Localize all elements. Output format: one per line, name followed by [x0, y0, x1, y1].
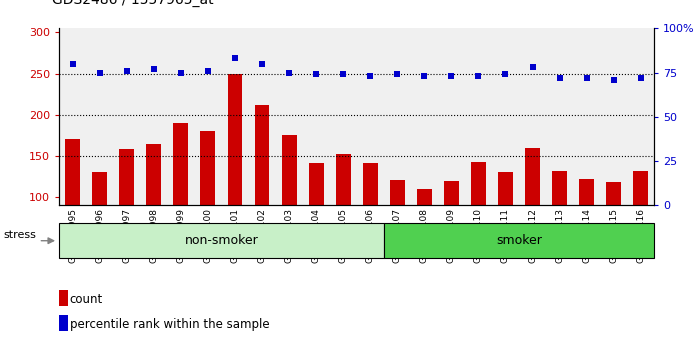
Bar — [59, 290, 68, 306]
Bar — [606, 182, 621, 205]
Point — [230, 56, 241, 61]
Text: count: count — [70, 292, 103, 306]
Point — [446, 73, 457, 79]
Bar — [200, 131, 215, 205]
Bar — [633, 171, 648, 205]
Point — [148, 66, 159, 72]
Point — [365, 73, 376, 79]
Bar — [119, 149, 134, 205]
Bar — [444, 181, 459, 205]
Point — [500, 72, 511, 77]
Text: smoker: smoker — [496, 234, 542, 247]
Bar — [417, 189, 432, 205]
Point — [473, 73, 484, 79]
Bar — [335, 154, 351, 205]
Bar — [390, 180, 404, 205]
Bar — [228, 74, 242, 205]
Point — [121, 68, 132, 74]
Bar — [579, 179, 594, 205]
Point — [527, 64, 538, 70]
Bar — [282, 135, 296, 205]
Point — [419, 73, 430, 79]
Point — [608, 77, 619, 82]
Bar — [146, 144, 161, 205]
Bar — [525, 148, 540, 205]
Text: percentile rank within the sample: percentile rank within the sample — [70, 318, 269, 331]
Bar — [552, 171, 567, 205]
Point — [94, 70, 105, 75]
Point — [554, 75, 565, 81]
Bar — [471, 162, 486, 205]
Point — [203, 68, 214, 74]
Text: stress: stress — [3, 230, 36, 240]
Bar — [309, 163, 324, 205]
Point — [256, 61, 267, 67]
Point — [67, 61, 78, 67]
Point — [338, 72, 349, 77]
Bar — [65, 139, 80, 205]
Bar — [255, 105, 269, 205]
Point — [310, 72, 322, 77]
Point — [581, 75, 592, 81]
Bar — [59, 223, 383, 258]
Text: GDS2486 / 1557965_at: GDS2486 / 1557965_at — [52, 0, 214, 7]
Bar — [363, 163, 378, 205]
Bar — [498, 172, 513, 205]
Point — [283, 70, 294, 75]
Text: non-smoker: non-smoker — [184, 234, 258, 247]
Point — [392, 72, 403, 77]
Point — [175, 70, 187, 75]
Point — [635, 75, 647, 81]
Bar — [93, 172, 107, 205]
Bar — [59, 315, 68, 331]
Bar — [173, 123, 189, 205]
Bar — [383, 223, 654, 258]
